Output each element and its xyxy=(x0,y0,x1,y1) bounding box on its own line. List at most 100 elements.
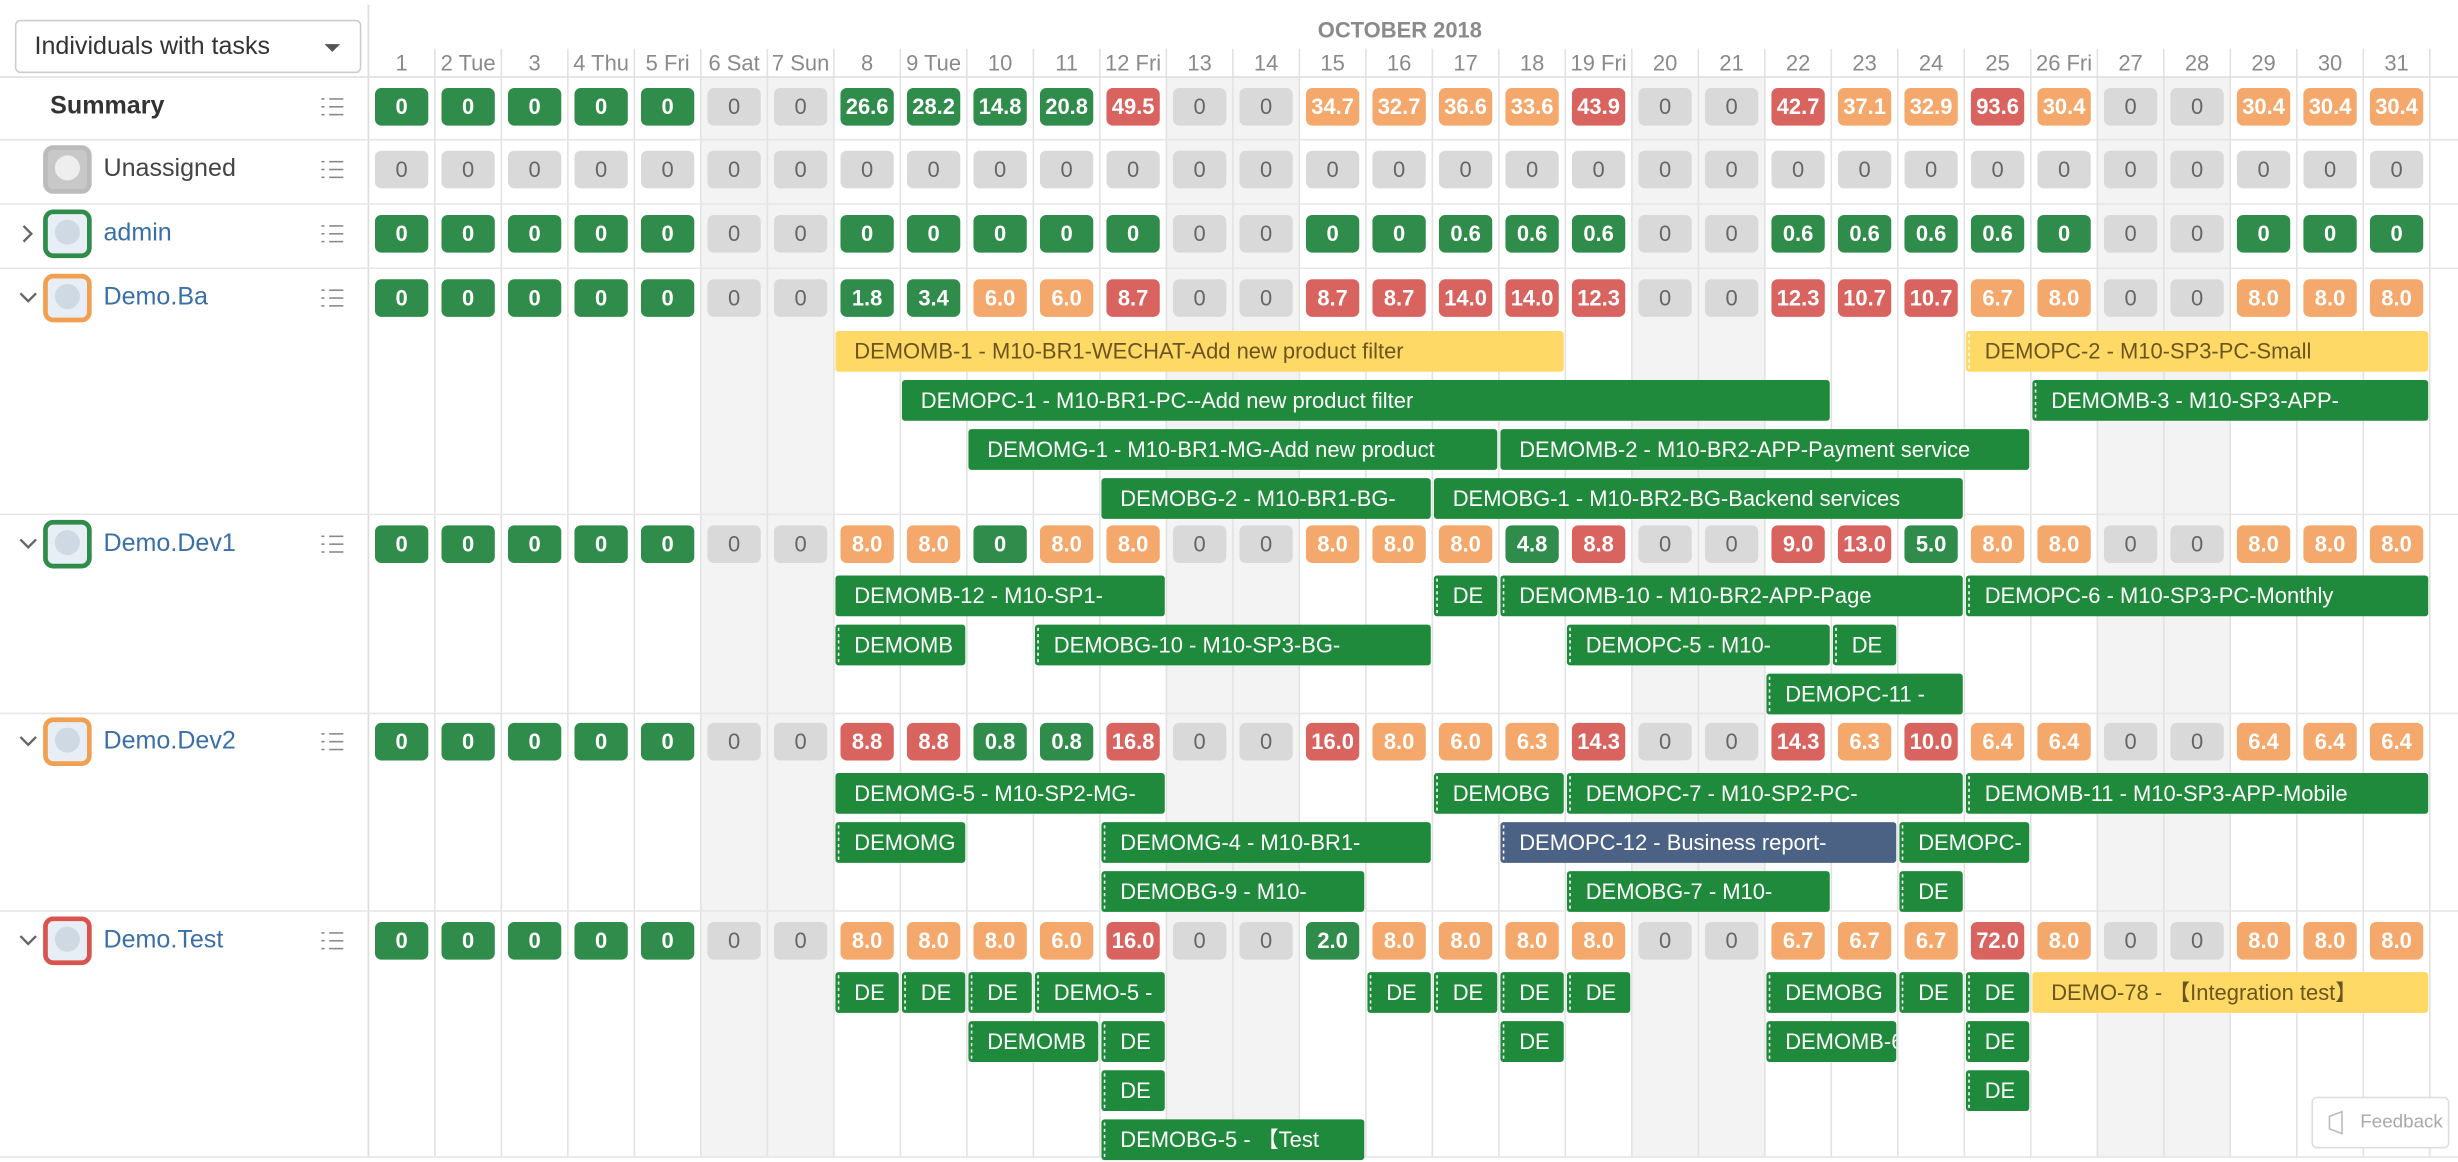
collapse-chevron[interactable] xyxy=(19,736,37,747)
task-bar[interactable]: DEMOBG xyxy=(1433,773,1564,814)
hours-badge xyxy=(574,921,628,960)
task-bar[interactable]: DEMO-5 - xyxy=(1034,972,1165,1013)
hours-badge xyxy=(1505,214,1559,253)
task-bar[interactable]: DE xyxy=(968,972,1032,1013)
hours-badge xyxy=(1970,722,2025,761)
hours-value: 14.0 xyxy=(1444,285,1487,310)
task-bar[interactable]: DEMOMG-4 - M10-BR1- xyxy=(1101,822,1431,863)
task-bar[interactable]: DE xyxy=(1101,1021,1165,1062)
task-bar[interactable]: DE xyxy=(1433,575,1498,617)
task-bar[interactable]: DEMOMB xyxy=(835,624,966,666)
task-fill xyxy=(2032,380,2429,421)
hours-badge xyxy=(1904,87,1958,126)
task-bar[interactable]: DE xyxy=(1367,972,1431,1013)
task-bar[interactable]: DE xyxy=(1500,1021,1564,1062)
task-bar[interactable]: DEMOPC- xyxy=(1899,822,2030,863)
avatar-face xyxy=(54,155,80,181)
task-bar[interactable]: DE xyxy=(901,972,966,1013)
hours-value: 8.0 xyxy=(1517,928,1548,953)
row-name[interactable]: Demo.Dev1 xyxy=(103,529,235,557)
task-bar[interactable]: DEMOMB-2 - M10-BR2-APP-Payment service xyxy=(1500,429,2030,470)
task-bar[interactable]: DEMOMG-1 - M10-BR1-MG-Add new product xyxy=(968,429,1498,470)
row-menu-icon[interactable] xyxy=(321,98,344,116)
task-bar[interactable]: DEMOMG xyxy=(835,822,966,863)
task-bar[interactable]: DEMOBG xyxy=(1766,972,1897,1013)
task-bar[interactable]: DEMOMB-3 - M10-SP3-APP- xyxy=(2032,380,2429,421)
task-bar[interactable]: DEMOBG-10 - M10-SP3-BG- xyxy=(1034,624,1431,666)
task-bar[interactable]: DE xyxy=(1566,972,1631,1013)
hours-value: 0 xyxy=(2257,221,2269,246)
task-bar[interactable]: DEMOBG-7 - M10- xyxy=(1566,871,1830,912)
task-fill xyxy=(1101,871,1365,912)
hours-badge xyxy=(2103,87,2158,126)
hours-badge xyxy=(1505,279,1559,317)
hours-badge xyxy=(1704,279,1759,317)
task-bar[interactable]: DE xyxy=(1899,871,1963,912)
task-bar[interactable]: DEMOPC-11 - xyxy=(1766,673,1963,715)
row-name[interactable]: Demo.Test xyxy=(103,925,223,953)
task-bar[interactable]: DE xyxy=(1899,972,1963,1013)
task-bar[interactable]: DEMOPC-6 - M10-SP3-PC-Monthly xyxy=(1965,575,2429,617)
row-menu-icon[interactable] xyxy=(321,932,344,950)
row-menu-icon[interactable] xyxy=(321,289,344,307)
collapse-chevron[interactable] xyxy=(19,538,37,549)
hours-value: 0 xyxy=(396,729,408,754)
collapse-chevron[interactable] xyxy=(19,292,37,303)
task-label: DEMOMB-3 - M10-SP3-APP- xyxy=(2051,388,2339,413)
row-name[interactable]: Demo.Ba xyxy=(103,283,208,311)
hours-value: 8.0 xyxy=(1450,532,1481,557)
task-fill xyxy=(1766,673,1963,715)
day-label: 4 Thu xyxy=(573,50,629,75)
task-bar[interactable]: DE xyxy=(1500,972,1564,1013)
row-menu-icon[interactable] xyxy=(321,535,344,553)
row-menu-icon[interactable] xyxy=(321,225,344,243)
avatar-face xyxy=(54,727,80,753)
task-bar[interactable]: DEMOMB xyxy=(968,1021,1099,1062)
task-bar[interactable]: DE xyxy=(1965,1021,2030,1062)
task-bar[interactable]: DEMOMB-10 - M10-BR2-APP-Page xyxy=(1500,575,1963,617)
task-bar[interactable]: DEMOPC-5 - M10- xyxy=(1566,624,1830,666)
row-menu-icon[interactable] xyxy=(321,160,344,179)
weekend-shade xyxy=(700,77,768,1158)
task-bar[interactable]: DEMOMG-5 - M10-SP2-MG- xyxy=(835,773,1165,814)
task-fill xyxy=(1500,822,1897,863)
task-bar[interactable]: DE xyxy=(835,972,899,1013)
task-bar[interactable]: DE xyxy=(1832,624,1897,666)
task-bar[interactable]: DEMOBG-9 - M10- xyxy=(1101,871,1365,912)
task-bar[interactable]: DE xyxy=(1965,1070,2030,1112)
filter-dropdown[interactable] xyxy=(14,19,362,74)
task-bar[interactable]: DEMOBG-2 - M10-BR1-BG- xyxy=(1101,478,1431,519)
task-bar[interactable]: DEMOMB-6 - xyxy=(1766,1021,1916,1062)
hours-badge xyxy=(773,525,828,563)
task-bar[interactable]: DEMOMB-11 - M10-SP3-APP-Mobile xyxy=(1965,773,2429,814)
feedback-button[interactable] xyxy=(2311,1096,2450,1149)
task-bar[interactable]: DE xyxy=(1965,972,2030,1013)
row-menu-icon[interactable] xyxy=(321,733,344,751)
task-bar[interactable]: DE xyxy=(1433,972,1498,1013)
task-bar[interactable]: DEMOMB-12 - M10-SP1- xyxy=(835,575,1165,617)
hours-value: 0 xyxy=(396,285,408,310)
task-label: DEMOMB xyxy=(854,632,953,657)
task-bar[interactable]: DEMOBG-1 - M10-BR2-BG-Backend services xyxy=(1433,478,1963,519)
expand-chevron[interactable] xyxy=(22,225,34,243)
task-bar[interactable]: DEMOPC-7 - M10-SP2-PC- xyxy=(1566,773,1963,814)
task-label: DEMOMB-6 - xyxy=(1785,1029,1917,1054)
collapse-chevron[interactable] xyxy=(19,935,37,946)
task-bar[interactable]: DEMOBG-5 - 【Test xyxy=(1101,1119,1365,1161)
hours-value: 0 xyxy=(662,532,674,557)
hours-value: 30.4 xyxy=(2242,94,2285,119)
task-bar[interactable]: DEMOPC-1 - M10-BR1-PC--Add new product f… xyxy=(901,380,1830,421)
task-fill xyxy=(1101,1119,1365,1161)
hours-badge xyxy=(1239,921,1293,960)
task-bar[interactable]: DEMOPC-12 - Business report- xyxy=(1500,822,1897,863)
hours-value: 8.0 xyxy=(2381,532,2412,557)
hours-value: 9.0 xyxy=(1783,532,1813,557)
task-bar[interactable]: DE xyxy=(1101,1070,1165,1112)
row-name[interactable]: Demo.Dev2 xyxy=(103,726,235,754)
task-bar[interactable]: DEMOMB-1 - M10-BR1-WECHAT-Add new produc… xyxy=(835,330,1564,372)
task-bar[interactable]: DEMO-78 - 【Integration test】 xyxy=(2032,972,2429,1013)
row-name[interactable]: admin xyxy=(103,218,171,246)
hours-value: 0 xyxy=(1127,157,1139,182)
hours-badge xyxy=(1106,525,1160,563)
task-bar[interactable]: DEMOPC-2 - M10-SP3-PC-Small xyxy=(1965,330,2429,372)
